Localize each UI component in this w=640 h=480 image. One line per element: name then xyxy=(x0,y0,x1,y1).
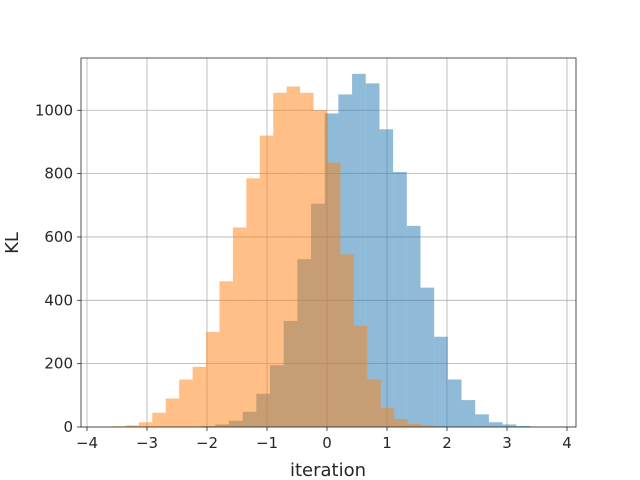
y-axis-label: KL xyxy=(2,232,23,254)
histogram-bar-series-2 xyxy=(327,162,341,427)
histogram-bar-series-1 xyxy=(447,379,462,427)
x-axis-label: iteration xyxy=(290,460,366,480)
histogram-bar-series-2 xyxy=(179,379,193,427)
x-tick-label: −3 xyxy=(136,434,158,452)
histogram-bar-series-2 xyxy=(152,412,166,427)
histogram-bar-series-1 xyxy=(406,225,421,427)
plot-frame xyxy=(80,57,577,428)
histogram-bar-series-1 xyxy=(461,400,476,427)
y-tick-label: 0 xyxy=(63,418,73,436)
x-tick-label: 3 xyxy=(502,434,512,452)
histogram-bar-series-2 xyxy=(192,366,207,427)
histogram-bar-series-2 xyxy=(300,92,314,428)
histogram-bar-series-1 xyxy=(516,426,530,427)
histogram-bar-series-1 xyxy=(434,336,448,427)
histogram-bar-series-2 xyxy=(340,254,354,427)
histogram-bar-series-2 xyxy=(407,423,422,427)
histogram-bar-series-2 xyxy=(259,135,274,427)
x-tick-label: −1 xyxy=(256,434,278,452)
bars xyxy=(111,73,530,428)
histogram-bar-series-2 xyxy=(421,425,435,427)
histogram-bar-series-2 xyxy=(394,419,408,427)
histogram-bar-series-1 xyxy=(475,414,489,427)
y-tick-label: 600 xyxy=(44,228,73,246)
histogram-bar-series-1 xyxy=(379,129,394,427)
x-tick-label: 1 xyxy=(382,434,392,452)
y-tick-label: 400 xyxy=(44,291,73,309)
histogram-bar-series-2 xyxy=(380,407,395,427)
histogram-bar-series-1 xyxy=(393,172,407,427)
histogram-bar-series-2 xyxy=(206,331,220,427)
histogram-bar-series-2 xyxy=(273,92,287,428)
histogram-bar-series-2 xyxy=(353,325,368,427)
ticks: −4 −3 −2 −1 0 1 2 3 4 0 200 400 600 800 1000 xyxy=(35,101,572,452)
x-tick-label: 0 xyxy=(322,434,332,452)
histogram-bar-series-1 xyxy=(488,422,503,427)
y-tick-label: 1000 xyxy=(35,101,73,119)
y-tick-label: 800 xyxy=(44,165,73,183)
histogram-bar-series-2 xyxy=(219,281,233,427)
histogram-bar-series-1 xyxy=(502,424,517,427)
y-tick-label: 200 xyxy=(44,355,73,373)
histogram-bar-series-2 xyxy=(232,227,247,427)
x-tick-label: −4 xyxy=(76,434,98,452)
histogram-bar-series-2 xyxy=(165,398,180,427)
x-tick-label: −2 xyxy=(196,434,218,452)
histogram-bar-series-2 xyxy=(125,425,139,427)
histogram-bar-series-2 xyxy=(313,110,327,427)
histogram-bar-series-2 xyxy=(367,379,381,427)
x-tick-label: 4 xyxy=(562,434,572,452)
histogram-bar-series-2 xyxy=(286,86,301,427)
histogram-bar-series-1 xyxy=(420,287,435,427)
x-tick-label: 2 xyxy=(442,434,452,452)
histogram-bar-series-2 xyxy=(138,422,153,427)
histogram-bar-series-1 xyxy=(365,83,380,428)
histogram-bar-series-2 xyxy=(246,178,260,427)
